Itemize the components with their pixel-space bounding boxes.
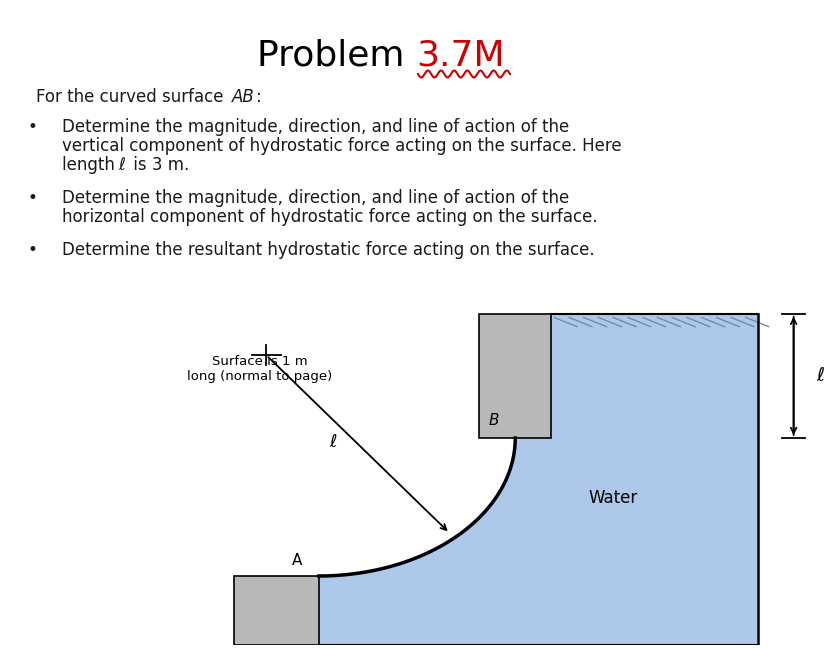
Text: •: •: [28, 241, 38, 259]
Text: Determine the magnitude, direction, and line of action of the: Determine the magnitude, direction, and …: [62, 118, 569, 136]
Text: AB: AB: [232, 88, 255, 106]
Text: Surface is 1 m
long (normal to page): Surface is 1 m long (normal to page): [187, 355, 333, 383]
Text: Problem: Problem: [257, 38, 416, 72]
Text: :: :: [256, 88, 262, 106]
Text: For the curved surface: For the curved surface: [36, 88, 229, 106]
Text: Determine the magnitude, direction, and line of action of the: Determine the magnitude, direction, and …: [62, 189, 569, 207]
Polygon shape: [319, 438, 758, 645]
Text: is 3 m.: is 3 m.: [128, 156, 189, 174]
Polygon shape: [479, 314, 552, 438]
Polygon shape: [552, 314, 758, 438]
Text: ℓ: ℓ: [118, 156, 125, 174]
Text: ℓ: ℓ: [329, 433, 337, 451]
Text: length: length: [62, 156, 120, 174]
Text: horizontal component of hydrostatic force acting on the surface.: horizontal component of hydrostatic forc…: [62, 208, 597, 226]
Text: •: •: [28, 189, 38, 207]
Polygon shape: [234, 576, 319, 645]
Text: vertical component of hydrostatic force acting on the surface. Here: vertical component of hydrostatic force …: [62, 137, 622, 155]
Text: Determine the resultant hydrostatic force acting on the surface.: Determine the resultant hydrostatic forc…: [62, 241, 595, 259]
Text: 3.7M: 3.7M: [416, 38, 505, 72]
Text: Water: Water: [589, 489, 638, 507]
Text: ℓ: ℓ: [816, 366, 825, 386]
Text: •: •: [28, 118, 38, 136]
Text: B: B: [488, 413, 499, 428]
Text: A: A: [292, 553, 302, 568]
